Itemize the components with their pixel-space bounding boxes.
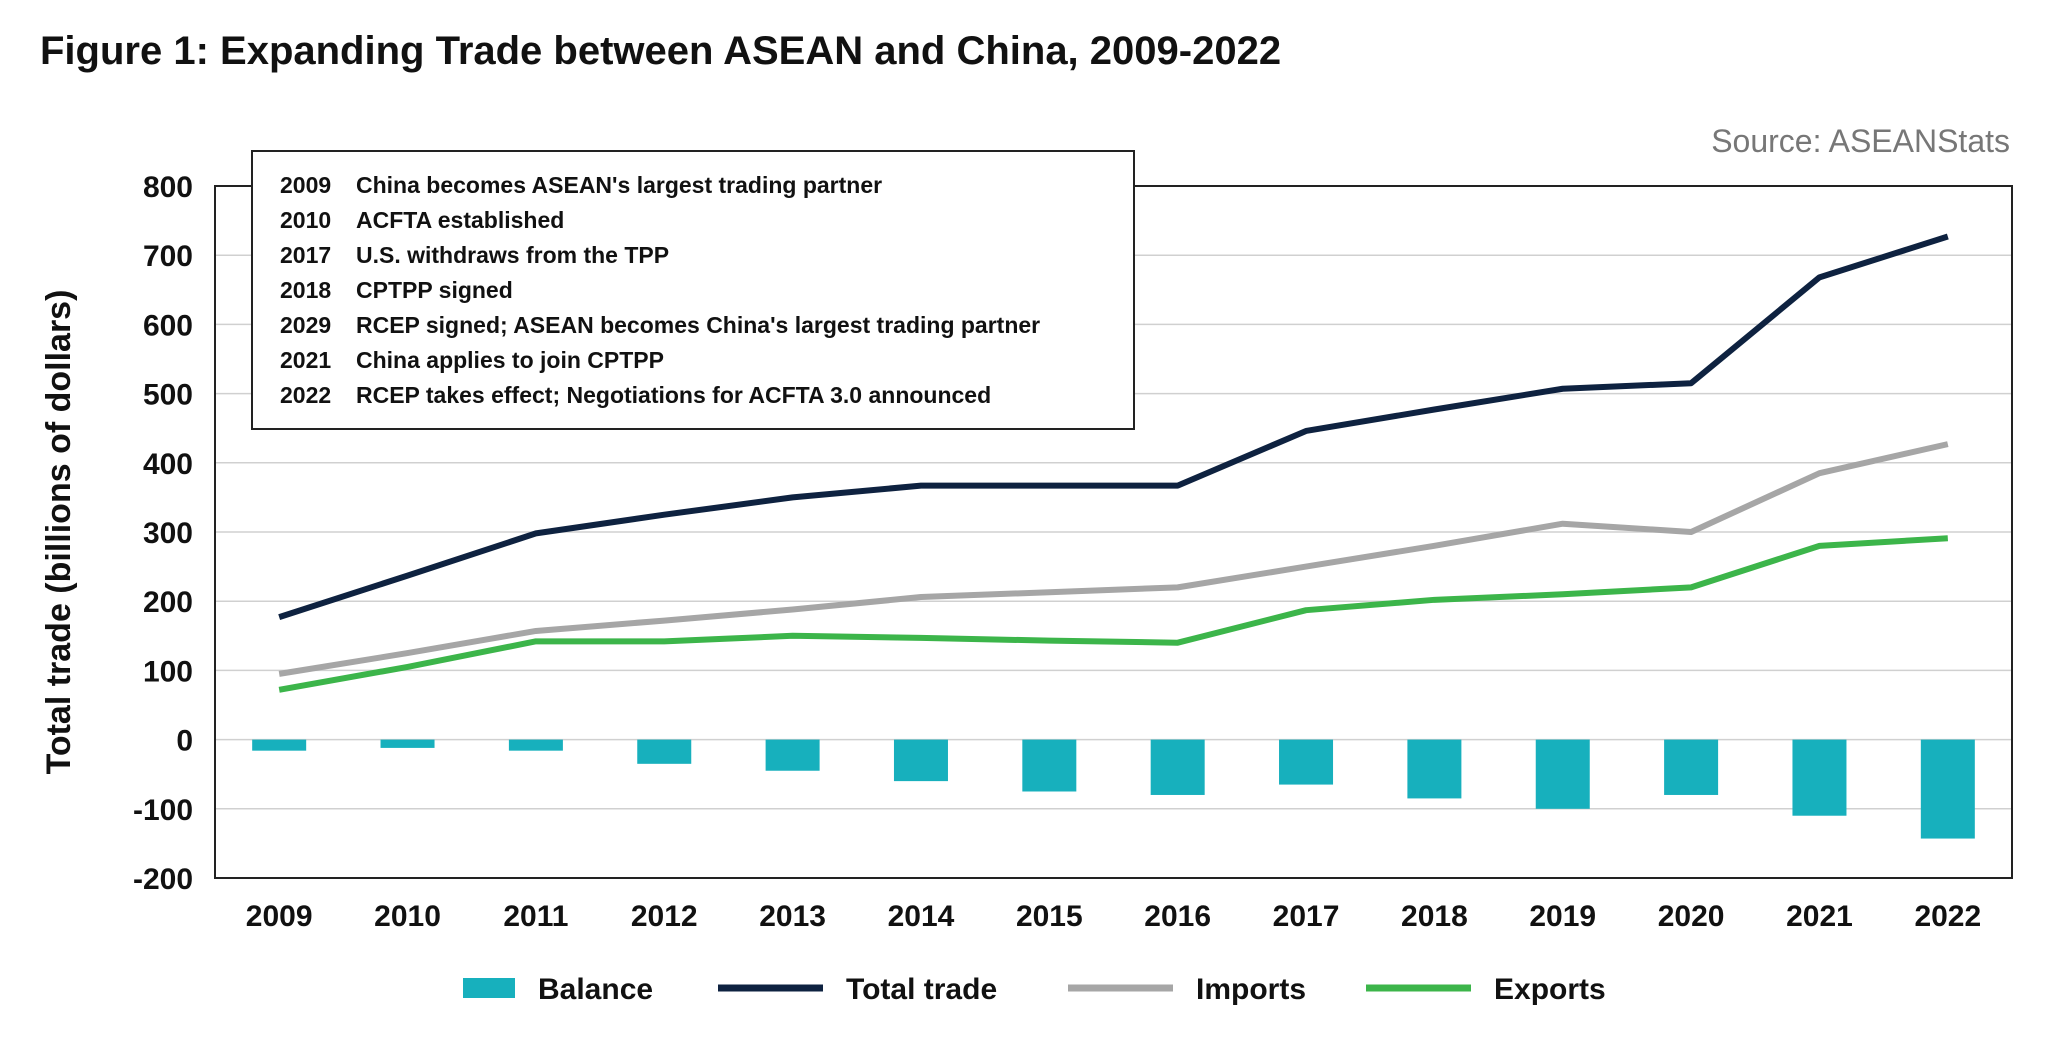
balance-bar	[1150, 739, 1205, 795]
annotation-year: 2009	[280, 172, 331, 198]
balance-bar	[893, 739, 948, 782]
balance-bar	[1022, 739, 1077, 792]
exports-line	[278, 535, 1948, 693]
chart-title: Figure 1: Expanding Trade between ASEAN …	[40, 29, 1281, 73]
x-tick-label: 2022	[1914, 900, 1981, 933]
annotation-text: RCEP takes effect; Negotiations for ACFT…	[356, 382, 991, 408]
x-tick-label: 2017	[1273, 900, 1340, 933]
annotation-text: China becomes ASEAN's largest trading pa…	[356, 172, 882, 198]
x-tick-label: 2020	[1658, 900, 1725, 933]
balance-bar	[1279, 739, 1334, 785]
x-tick-label: 2012	[631, 900, 698, 933]
annotation-text: CPTPP signed	[356, 277, 513, 303]
legend-label: Exports	[1494, 973, 1606, 1006]
annotation-text: ACFTA established	[356, 207, 564, 233]
x-tick-label: 2019	[1529, 900, 1596, 933]
balance-bar	[1407, 739, 1462, 799]
legend-label: Total trade	[846, 973, 997, 1006]
y-tick-label: -200	[133, 863, 193, 896]
total-trade-line	[278, 233, 1949, 620]
balance-bar	[637, 739, 692, 764]
y-tick-label: 300	[143, 517, 193, 550]
y-tick-label: -100	[133, 794, 193, 827]
balance-bar	[1792, 739, 1847, 816]
annotation-year: 2022	[280, 382, 331, 408]
annotation-year: 2021	[280, 347, 331, 373]
y-tick-label: 100	[143, 655, 193, 688]
annotation-year: 2017	[280, 242, 331, 268]
x-tick-label: 2011	[503, 900, 568, 933]
y-tick-label: 500	[143, 379, 193, 412]
annotation-box	[251, 150, 1135, 430]
x-tick-label: 2015	[1016, 900, 1083, 933]
legend-label: Balance	[538, 973, 653, 1006]
y-tick-label: 700	[143, 240, 193, 273]
x-tick-label: 2010	[374, 900, 441, 933]
y-tick-label: 0	[176, 725, 193, 758]
balance-bar	[1535, 739, 1590, 809]
x-tick-label: 2016	[1144, 900, 1211, 933]
x-tick-label: 2013	[759, 900, 826, 933]
balance-bar	[508, 739, 563, 751]
x-tick-label: 2014	[888, 900, 955, 933]
imports-line	[278, 441, 1949, 677]
y-tick-label: 600	[143, 309, 193, 342]
annotation-text: China applies to join CPTPP	[356, 347, 664, 373]
y-tick-label: 400	[143, 448, 193, 481]
balance-bar	[1664, 739, 1719, 795]
y-tick-label: 200	[143, 586, 193, 619]
legend-label: Imports	[1196, 973, 1306, 1006]
x-tick-label: 2018	[1401, 900, 1468, 933]
source-note: Source: ASEANStats	[1711, 123, 2010, 159]
balance-bar	[252, 739, 307, 751]
annotation-text: U.S. withdraws from the TPP	[356, 242, 669, 268]
annotation-text: RCEP signed; ASEAN becomes China's large…	[356, 312, 1040, 338]
annotation-year: 2018	[280, 277, 331, 303]
balance-bar	[380, 739, 435, 748]
annotation-year: 2010	[280, 207, 331, 233]
balance-bar	[765, 739, 820, 771]
balance-bar	[1920, 739, 1975, 839]
legend-swatch-balance	[463, 978, 515, 998]
y-tick-label: 800	[143, 171, 193, 204]
x-tick-label: 2009	[246, 900, 313, 933]
x-tick-label: 2021	[1786, 900, 1853, 933]
annotation-year: 2029	[280, 312, 331, 338]
y-axis-label: Total trade (billions of dollars)	[40, 290, 78, 775]
